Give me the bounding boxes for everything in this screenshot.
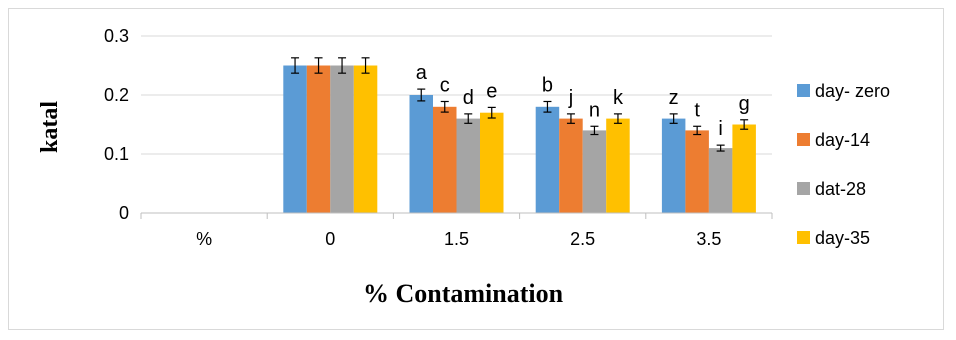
bar bbox=[732, 124, 756, 213]
legend-swatch bbox=[797, 182, 810, 195]
bars bbox=[283, 65, 756, 213]
bar bbox=[559, 118, 583, 213]
legend-label: day- zero bbox=[815, 81, 890, 101]
y-tick-label: 0.3 bbox=[104, 26, 129, 46]
error-bars bbox=[291, 57, 749, 152]
x-tick-label: 0 bbox=[325, 229, 335, 249]
annotation-letter: g bbox=[739, 93, 750, 115]
bar bbox=[283, 65, 307, 213]
annotation-letter: a bbox=[416, 62, 428, 84]
y-axis-ticks: 0 0.1 0.2 0.3 bbox=[104, 26, 129, 223]
annotation-letter: k bbox=[613, 87, 624, 109]
y-tick-label: 0 bbox=[119, 203, 129, 223]
annotation-letter: n bbox=[589, 99, 600, 121]
y-tick-label: 0.1 bbox=[104, 144, 129, 164]
bar bbox=[661, 118, 686, 213]
annotation-letter: j bbox=[568, 87, 573, 109]
annotation-letter: z bbox=[669, 87, 679, 109]
annotation-letter: d bbox=[463, 87, 474, 109]
y-axis-label: katal bbox=[37, 101, 63, 153]
legend-label: day-14 bbox=[815, 130, 870, 150]
bar bbox=[582, 130, 607, 213]
legend-label: dat-28 bbox=[815, 179, 866, 199]
annotation-letter: c bbox=[440, 74, 450, 96]
legend-label: day-35 bbox=[815, 228, 870, 248]
y-tick-label: 0.2 bbox=[104, 85, 129, 105]
x-tick-label: 2.5 bbox=[570, 229, 595, 249]
bar bbox=[480, 112, 504, 213]
x-tick-label: % bbox=[196, 229, 212, 249]
bar bbox=[409, 95, 433, 213]
bar bbox=[353, 65, 378, 213]
legend-swatch bbox=[797, 231, 810, 244]
bar bbox=[606, 118, 630, 213]
x-tick-label: 3.5 bbox=[696, 229, 721, 249]
bar bbox=[306, 65, 331, 213]
bar bbox=[708, 148, 733, 213]
x-tick-label: 1.5 bbox=[444, 229, 469, 249]
legend: day- zero day-14 dat-28 day-35 bbox=[797, 81, 890, 248]
annotation-letter: b bbox=[542, 74, 553, 96]
bar bbox=[433, 106, 457, 213]
bar bbox=[456, 118, 480, 213]
x-axis-label: % Contamination bbox=[363, 279, 564, 308]
x-axis-ticks: % 0 1.5 2.5 3.5 bbox=[140, 213, 773, 249]
bar bbox=[535, 106, 560, 213]
bar bbox=[330, 65, 354, 213]
legend-swatch bbox=[797, 84, 810, 97]
bar bbox=[685, 130, 709, 213]
annotation-letter: t bbox=[694, 99, 700, 121]
annotation-letter: e bbox=[486, 80, 497, 102]
legend-swatch bbox=[797, 133, 810, 146]
annotation-letter: i bbox=[718, 118, 722, 140]
